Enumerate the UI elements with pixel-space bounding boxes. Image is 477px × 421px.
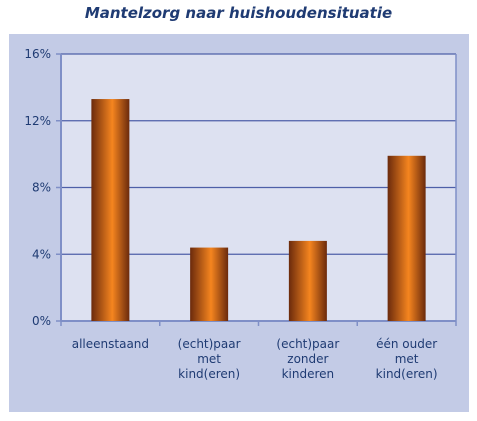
y-tick-label: 12% <box>24 114 51 128</box>
bar <box>190 247 229 321</box>
x-tick-label: (echt)paar met kind(eren) <box>178 337 241 381</box>
bar <box>91 99 130 322</box>
chart-panel: 0% 4% 8% 12% 16% alleenstaand (echt)paar met kin… <box>9 34 469 412</box>
y-tick-label: 16% <box>24 47 51 61</box>
bar <box>387 155 426 321</box>
x-tick-label: alleenstaand <box>72 337 149 351</box>
bar <box>288 240 327 321</box>
y-tick-label: 0% <box>32 314 51 328</box>
chart-title: Mantelzorg naar huishoudensituatie <box>84 4 393 22</box>
bar-chart: 0% 4% 8% 12% 16% alleenstaand (echt)paar met kin… <box>9 34 469 412</box>
y-tick-label: 4% <box>32 247 51 261</box>
x-tick-label: één ouder met kind(eren) <box>376 337 438 381</box>
x-tick-label: (echt)paar zonder kinderen <box>276 337 339 381</box>
y-tick-label: 8% <box>32 181 51 195</box>
